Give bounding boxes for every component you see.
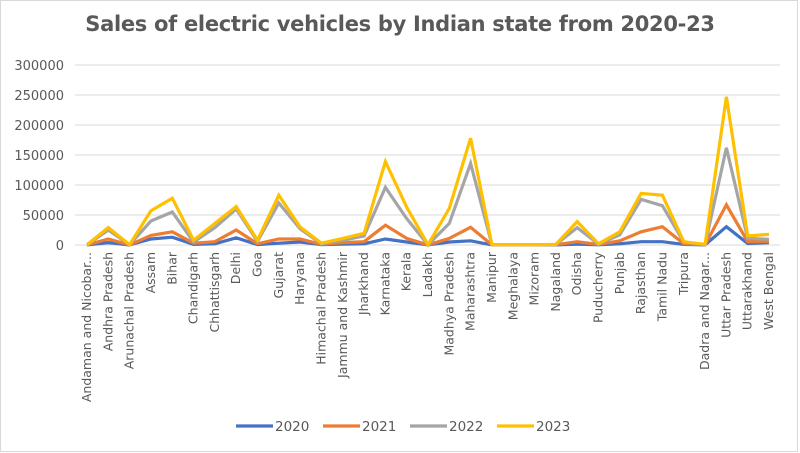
x-category-label: Kerala [399,252,414,291]
legend: 2020 2021 2022 2023 [236,419,570,435]
y-tick-label: 250000 [14,89,64,104]
x-category-label: Manipur [484,251,499,303]
x-category-label: Rajasthan [633,252,648,314]
x-category-label: Maharashtra [463,252,478,331]
x-category-label: Ladakh [420,252,435,297]
x-category-label: Meghalaya [505,252,520,320]
y-tick-label: 300000 [14,59,64,74]
x-category-label: Tamil Nadu [654,252,669,322]
x-category-label: Bihar [164,251,179,285]
x-category-label: Punjab [612,252,627,294]
x-category-label: Nagaland [548,252,563,312]
y-tick-label: 150000 [14,149,64,164]
x-category-label: Andaman and Nicobar... [79,252,94,402]
x-category-label: Goa [250,252,265,277]
x-category-label: Puducherry [591,251,606,323]
x-category-label: Haryana [292,252,307,305]
x-category-label: Delhi [228,252,243,284]
x-category-label: West Bengal [761,252,776,330]
x-category-label: Odisha [569,252,584,295]
x-category-label: Chhattisgarh [207,252,222,332]
legend-label: 2021 [362,419,396,435]
x-axis-category-labels: Andaman and Nicobar... Andhra Pradesh Arun… [79,251,776,402]
x-category-label: Mizoram [527,252,542,305]
y-tick-label: 50000 [23,209,64,224]
legend-item-2022: 2022 [410,419,483,435]
y-tick-label: 100000 [14,179,64,194]
y-tick-label: 0 [56,239,64,254]
legend-label: 2023 [536,419,570,435]
x-category-label: Karnataka [377,252,392,315]
x-category-label: Madhya Pradesh [441,252,456,356]
y-tick-label: 200000 [14,119,64,134]
x-category-label: Andhra Pradesh [100,252,115,351]
legend-item-2021: 2021 [323,419,396,435]
x-category-label: Uttarakhand [740,252,755,330]
x-category-label: Arunachal Pradesh [122,252,137,369]
series-lines [85,96,770,248]
x-category-label: Chandigarh [186,252,201,324]
legend-label: 2022 [449,419,483,435]
legend-item-2020: 2020 [236,419,309,435]
x-category-label: Assam [143,252,158,293]
legend-item-2023: 2023 [497,419,570,435]
chart-title: Sales of electric vehicles by Indian sta… [85,12,715,36]
x-category-label: Jammu and Kashmir [335,251,350,379]
x-category-label: Gujarat [271,252,286,299]
gridlines [75,64,780,246]
legend-label: 2020 [275,419,309,435]
series-line-2023 [85,96,770,248]
x-category-label: Himachal Pradesh [313,252,328,365]
y-axis-tick-labels: 0 50000 100000 150000 200000 250000 300000 [14,59,64,254]
x-category-label: Jharkhand [356,252,371,316]
x-category-label: Uttar Pradesh [718,252,733,338]
x-category-label: Tripura [676,252,691,296]
x-category-label: Dadra and Nagar... [697,252,712,370]
